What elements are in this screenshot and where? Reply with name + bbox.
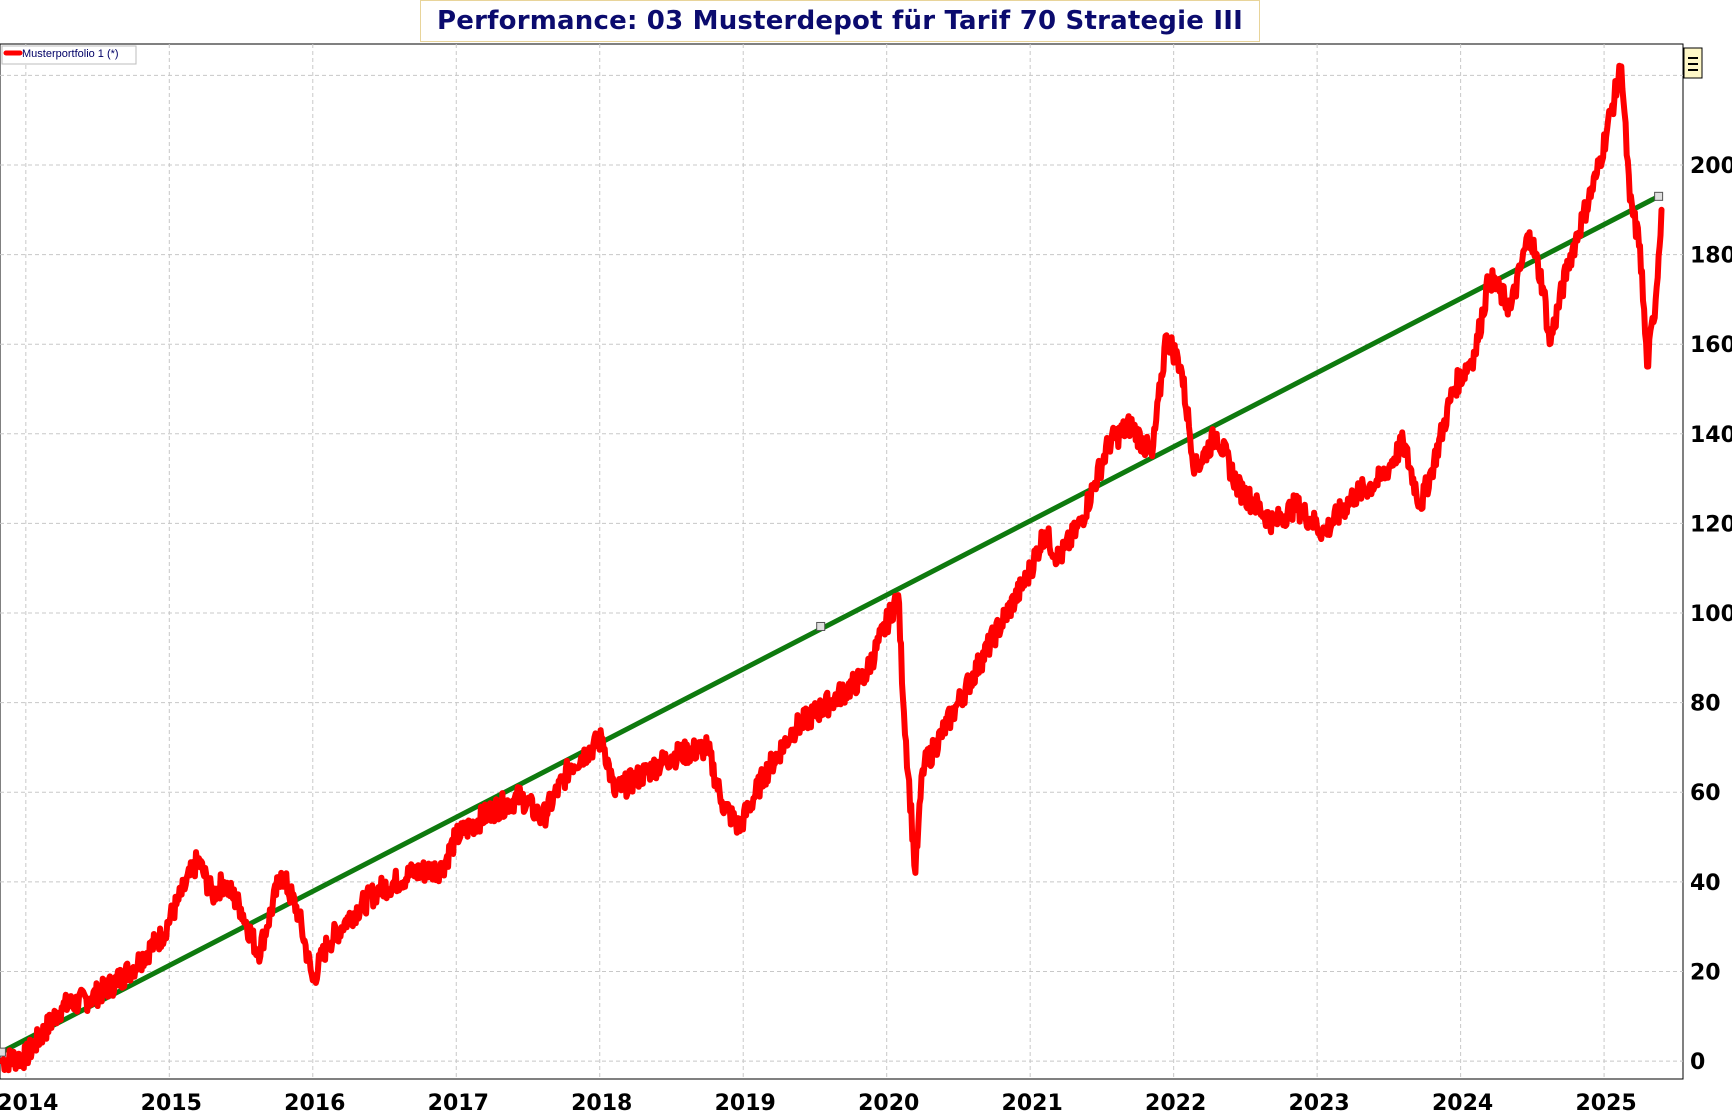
x-tick-label: 2019 — [715, 1091, 776, 1116]
y-tick-label: 60 — [1690, 781, 1721, 806]
series-line-group — [0, 62, 1665, 1074]
trend-handle[interactable] — [816, 621, 826, 631]
y-tick-label: 40 — [1690, 871, 1721, 896]
y-tick-label: 80 — [1690, 692, 1721, 717]
x-tick-label: 2023 — [1289, 1091, 1350, 1116]
x-tick-label: 2024 — [1432, 1091, 1493, 1116]
x-tick-label: 2021 — [1002, 1091, 1063, 1116]
x-tick-labels: 2014 2015 2016 2017 2018 2019 2020 2021 2022 2023… — [0, 1091, 1637, 1116]
x-tick-label: 2014 — [0, 1091, 58, 1116]
trend-line-group — [0, 191, 1664, 1057]
x-tick-label: 2022 — [1145, 1091, 1206, 1116]
x-tick-label: 2018 — [571, 1091, 632, 1116]
y-tick-label: 200 — [1690, 154, 1732, 179]
trend-handle[interactable] — [0, 1047, 6, 1057]
trend-line[interactable] — [0, 194, 1660, 1055]
x-tick-label: 2015 — [141, 1091, 202, 1116]
legend[interactable]: Musterportfolio 1 (*) — [1, 45, 137, 65]
y-tick-label: 20 — [1690, 960, 1721, 985]
chart-title: Performance: 03 Musterdepot für Tarif 70… — [437, 6, 1243, 36]
series-line-musterportfolio — [0, 62, 1665, 1074]
y-tick-label: 140 — [1690, 423, 1732, 448]
x-tick-label: 2025 — [1575, 1091, 1636, 1116]
y-tick-label: 100 — [1690, 602, 1732, 627]
y-tick-labels: 0 20 40 60 80 100 120 140 160 180 200 — [1690, 154, 1732, 1075]
menu-icon[interactable] — [1683, 47, 1703, 79]
x-tick-label: 2016 — [284, 1091, 345, 1116]
x-tick-label: 2020 — [858, 1091, 919, 1116]
y-tick-label: 0 — [1690, 1050, 1705, 1075]
trend-handle[interactable] — [1654, 191, 1664, 201]
x-tick-label: 2017 — [428, 1091, 489, 1116]
chart-title-box: Performance: 03 Musterdepot für Tarif 70… — [420, 0, 1260, 42]
y-tick-label: 180 — [1690, 244, 1732, 269]
y-tick-label: 160 — [1690, 333, 1732, 358]
y-tick-label: 120 — [1690, 512, 1732, 537]
legend-box — [1, 45, 137, 65]
legend-label: Musterportfolio 1 (*) — [22, 48, 119, 60]
